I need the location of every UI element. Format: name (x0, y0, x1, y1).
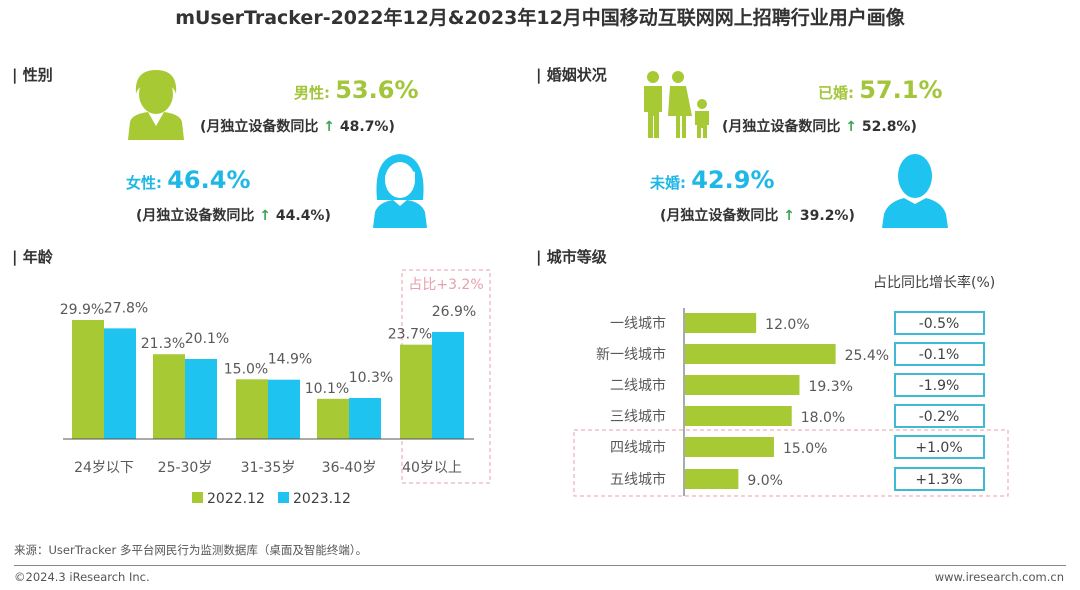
legend-label: 2023.12 (293, 491, 351, 507)
single-sub-label: (月独立设备数同比 (660, 208, 779, 224)
growth-box (894, 342, 985, 366)
growth-box (894, 467, 985, 491)
growth-label: -1.9% (919, 378, 960, 394)
data-label: 21.3% (141, 336, 185, 352)
category-label: 40岁以上 (402, 460, 462, 476)
bar-2023.12 (432, 331, 464, 439)
bar (685, 406, 792, 426)
growth-box (894, 404, 985, 428)
married-growth: 52.8%) (861, 119, 917, 135)
data-label: 10.3% (349, 370, 393, 386)
up-arrow-icon: ↑ (259, 208, 272, 224)
city-chart: 一线城市 12.0% -0.5% 新一线城市 25.4% -0.1% 二线城市 19.3% -1… (573, 308, 1009, 497)
data-label: 10.1% (305, 381, 349, 397)
data-label: 25.4% (845, 348, 889, 364)
category-label: 二线城市 (610, 377, 666, 394)
category-label: 31-35岁 (241, 460, 296, 476)
female-icon (373, 154, 427, 228)
bar-2023.12 (268, 379, 300, 439)
male-growth: 48.7%) (339, 119, 395, 135)
source-note: 来源：UserTracker 多平台网民行为监测数据库（桌面及智能终端）。 (14, 543, 368, 557)
female-pct: 46.4% (167, 166, 251, 194)
marital-header: | 婚姻状况 (536, 66, 607, 84)
bar (685, 344, 836, 364)
single-growth: 39.2%) (799, 208, 855, 224)
data-label: 27.8% (104, 300, 148, 316)
male-pct: 53.6% (335, 76, 419, 104)
male-icon (128, 70, 184, 140)
website-link[interactable]: www.iresearch.com.cn (934, 570, 1064, 584)
growth-box (894, 311, 985, 335)
category-label: 36-40岁 (322, 460, 377, 476)
data-label: 29.9% (60, 302, 104, 318)
data-label: 20.1% (185, 331, 229, 347)
male-label: 男性: (294, 84, 330, 102)
data-label: 15.0% (224, 361, 268, 377)
gender-header: | 性别 (12, 66, 53, 84)
bar (685, 437, 774, 457)
category-label: 24岁以下 (74, 460, 134, 476)
bar-2022.12 (317, 398, 349, 439)
bar-2022.12 (72, 319, 104, 439)
bar (685, 313, 757, 333)
growth-label: -0.2% (919, 409, 960, 425)
legend-swatch (278, 492, 289, 503)
data-label: 9.0% (747, 473, 783, 489)
up-arrow-icon: ↑ (323, 119, 336, 135)
female-growth: 44.4%) (275, 208, 331, 224)
age-header: | 年龄 (12, 248, 53, 266)
category-label: 四线城市 (610, 439, 666, 456)
category-label: 五线城市 (610, 471, 666, 488)
bar-2022.12 (153, 354, 185, 439)
highlight-box (401, 269, 491, 484)
female-label: 女性: (126, 174, 162, 192)
highlight-box (573, 429, 1009, 497)
data-label: 26.9% (432, 304, 476, 320)
bar (685, 375, 800, 395)
single-label: 未婚: (650, 174, 686, 192)
up-arrow-icon: ↑ (845, 119, 858, 135)
bar-2023.12 (349, 398, 381, 439)
growth-label: +1.0% (915, 440, 962, 456)
married-pct: 57.1% (859, 76, 943, 104)
bar-2023.12 (185, 359, 217, 439)
person-icon (882, 154, 948, 228)
data-label: 18.0% (801, 410, 845, 426)
married-label: 已婚: (818, 84, 854, 102)
single-pct: 42.9% (691, 166, 775, 194)
bar-2022.12 (236, 379, 268, 439)
legend-swatch (192, 492, 203, 503)
footer-divider (14, 565, 1066, 566)
legend-label: 2022.12 (207, 491, 265, 507)
married-sub-label: (月独立设备数同比 (722, 119, 841, 135)
data-label: 23.7% (388, 327, 432, 343)
data-label: 15.0% (783, 441, 827, 457)
category-label: 三线城市 (610, 408, 666, 425)
age-chart: 占比+3.2% 29.9% 27.8% 24岁以下 21.3% 20.1% 25-30岁 15… (60, 269, 491, 507)
up-arrow-icon: ↑ (783, 208, 796, 224)
bar-2022.12 (400, 344, 432, 439)
bar-2023.12 (104, 328, 136, 439)
female-sub-label: (月独立设备数同比 (136, 208, 255, 224)
family-icon (644, 71, 709, 138)
growth-box (894, 435, 985, 459)
annotation-label: 占比+3.2% (408, 277, 483, 293)
growth-title: 占比同比增长率(%) (873, 275, 996, 291)
page-title: mUserTracker-2022年12月&2023年12月中国移动互联网网上招… (175, 7, 905, 29)
data-label: 19.3% (808, 379, 852, 395)
category-label: 新一线城市 (596, 346, 666, 363)
copyright: ©2024.3 iResearch Inc. (14, 570, 150, 584)
category-label: 25-30岁 (158, 460, 213, 476)
growth-label: -0.1% (919, 347, 960, 363)
growth-label: -0.5% (919, 316, 960, 332)
bar (685, 469, 739, 489)
category-label: 一线城市 (610, 315, 666, 332)
growth-box (894, 373, 985, 397)
male-sub-label: (月独立设备数同比 (200, 119, 319, 135)
growth-label: +1.3% (915, 472, 962, 488)
data-label: 12.0% (765, 317, 809, 333)
data-label: 14.9% (268, 352, 312, 368)
city-header: | 城市等级 (536, 248, 607, 266)
